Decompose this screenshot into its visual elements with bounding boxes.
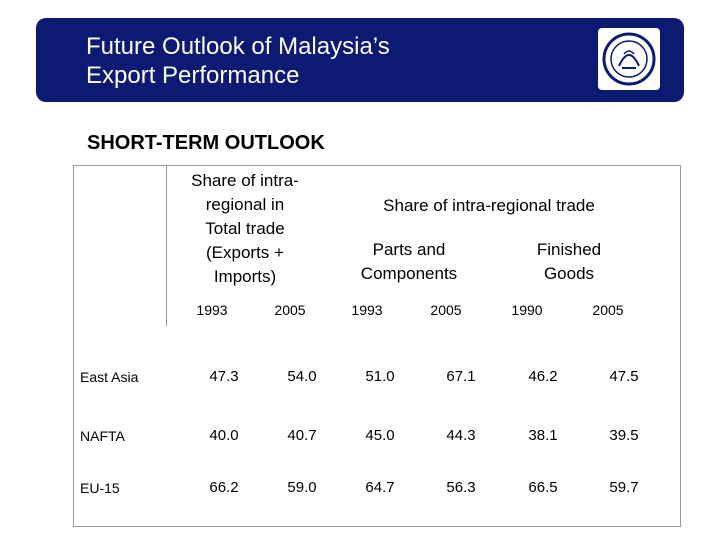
year-header: 2005 [274,302,306,318]
row-label-east-asia: East Asia [80,369,139,385]
header-total-line: Total trade [205,219,285,238]
table-cell: 64.7 [365,479,395,496]
year-header: 1993 [196,302,228,318]
table-cell: 59.7 [609,479,639,496]
table-cell: 39.5 [609,427,639,444]
table-divider [166,166,167,326]
table-cell: 66.2 [209,479,239,496]
table-cell: 56.3 [446,479,476,496]
emblem-logo-icon [598,28,660,90]
header-intra-regional: Share of intra-regional trade [383,196,595,215]
header-finished-line: Goods [543,264,595,283]
table-cell: 66.5 [528,479,558,496]
title-line-1: Future Outlook of Malaysia’s [86,33,390,60]
header-parts-line: Parts and [372,240,446,259]
table-cell: 40.7 [287,427,317,444]
table-cell: 45.0 [365,427,395,444]
row-label-nafta: NAFTA [80,428,125,444]
table-cell: 40.0 [209,427,239,444]
year-header: 1990 [511,302,543,318]
table-cell: 51.0 [365,368,395,385]
header-parts-line: Components [360,264,458,283]
table-cell: 47.3 [209,368,239,385]
header-finished-goods: Finished Goods [499,238,639,286]
title-line-2: Export Performance [86,62,300,89]
year-header: 2005 [592,302,624,318]
header-total-line: regional in [205,195,285,214]
section-title: SHORT-TERM OUTLOOK [87,132,325,154]
table-cell: 46.2 [528,368,558,385]
year-header: 1993 [351,302,383,318]
slide-title: Future Outlook of Malaysia’s Export Perf… [86,32,390,90]
table-cell: 44.3 [446,427,476,444]
year-header: 2005 [430,302,462,318]
table-cell: 59.0 [287,479,317,496]
table-cell: 67.1 [446,368,476,385]
header-total-line: Imports) [213,267,277,286]
table-cell: 47.5 [609,368,639,385]
header-total-line: (Exports + [206,243,284,262]
table-cell: 54.0 [287,368,317,385]
outlook-table: Share of intra- regional in Total trade … [73,165,681,527]
header-parts-components: Parts and Components [334,238,484,286]
header-total-trade: Share of intra- regional in Total trade … [170,169,320,289]
table-cell: 38.1 [528,427,558,444]
header-total-line: Share of intra- [191,171,299,190]
header-finished-line: Finished [536,240,602,259]
title-banner: Future Outlook of Malaysia’s Export Perf… [36,18,684,102]
row-label-eu-15: EU-15 [80,480,120,496]
